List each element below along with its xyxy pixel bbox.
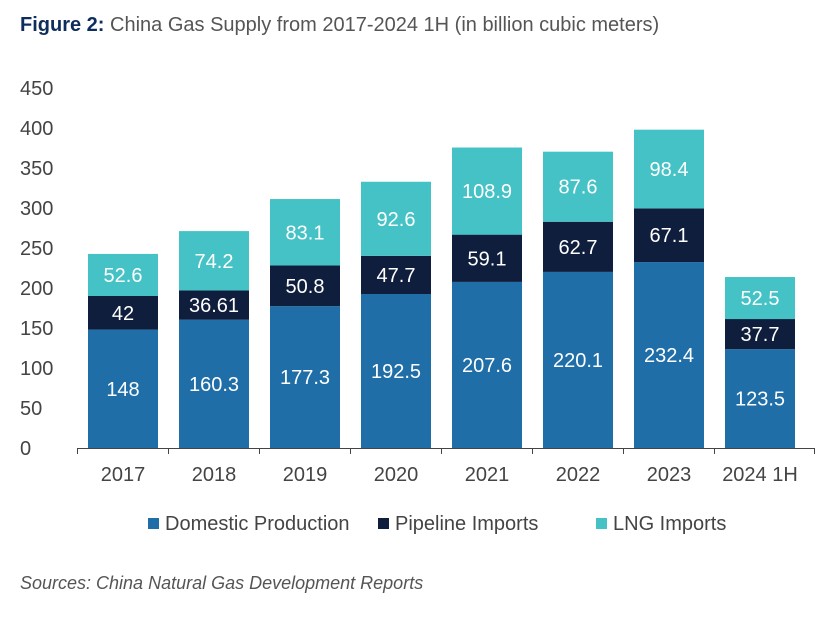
data-label-lng-imports: 83.1: [286, 222, 325, 244]
bar-domestic-production: [179, 319, 249, 448]
bar-pipeline-imports: [270, 265, 340, 307]
bar-lng-imports: [179, 231, 249, 291]
data-label-lng-imports: 92.6: [377, 209, 416, 231]
data-label-domestic-production: 220.1: [553, 350, 603, 372]
data-label-pipeline-imports: 36.61: [189, 295, 239, 317]
bar-pipeline-imports: [452, 234, 522, 282]
legend-label-pipeline-imports: Pipeline Imports: [395, 513, 538, 535]
bar-lng-imports: [452, 147, 522, 235]
x-tick-label: 2024 1H: [722, 464, 798, 486]
x-tick-label: 2019: [283, 464, 328, 486]
bar-domestic-production: [543, 271, 613, 448]
bar-domestic-production: [634, 262, 704, 448]
source-note: Sources: China Natural Gas Development R…: [20, 573, 424, 593]
data-label-domestic-production: 148: [106, 379, 139, 401]
y-tick-label: 250: [20, 238, 53, 260]
y-tick-label: 350: [20, 158, 53, 180]
data-label-lng-imports: 108.9: [462, 181, 512, 203]
x-tick-label: 2018: [192, 464, 237, 486]
legend-label-lng-imports: LNG Imports: [613, 513, 726, 535]
y-tick-label: 150: [20, 318, 53, 340]
bar-lng-imports: [543, 151, 613, 222]
data-label-pipeline-imports: 62.7: [559, 237, 598, 259]
bar-lng-imports: [634, 129, 704, 209]
data-label-lng-imports: 87.6: [559, 177, 598, 199]
data-label-pipeline-imports: 67.1: [650, 225, 689, 247]
bar-pipeline-imports: [634, 208, 704, 263]
x-tick-label: 2017: [101, 464, 146, 486]
x-tick-label: 2020: [374, 464, 419, 486]
bar-pipeline-imports: [725, 319, 795, 350]
bar-lng-imports: [725, 277, 795, 320]
figure-title-text: China Gas Supply from 2017-2024 1H (in b…: [110, 14, 660, 36]
bar-lng-imports: [88, 253, 158, 296]
legend-swatch-lng-imports: [596, 518, 607, 529]
bar-domestic-production: [270, 306, 340, 448]
y-tick-label: 100: [20, 358, 53, 380]
legend-swatch-pipeline-imports: [378, 518, 389, 529]
data-label-pipeline-imports: 42: [112, 303, 134, 325]
data-label-domestic-production: 232.4: [644, 345, 694, 367]
data-label-pipeline-imports: 37.7: [741, 324, 780, 346]
y-tick-label: 200: [20, 278, 53, 300]
y-tick-label: 300: [20, 198, 53, 220]
data-label-pipeline-imports: 47.7: [377, 265, 416, 287]
y-tick-label: 400: [20, 118, 53, 140]
figure-title: Figure 2: China Gas Supply from 2017-202…: [20, 14, 659, 37]
bar-domestic-production: [725, 349, 795, 448]
bar-domestic-production: [88, 329, 158, 448]
x-tick-label: 2021: [465, 464, 510, 486]
bar-domestic-production: [361, 294, 431, 448]
legend-label-domestic-production: Domestic Production: [165, 513, 350, 535]
data-label-domestic-production: 160.3: [189, 374, 239, 396]
bar-domestic-production: [452, 281, 522, 448]
bar-pipeline-imports: [88, 296, 158, 330]
bar-pipeline-imports: [179, 290, 249, 320]
bar-lng-imports: [270, 199, 340, 266]
figure-label: Figure 2:: [20, 14, 105, 36]
bar-lng-imports: [361, 181, 431, 256]
data-label-domestic-production: 123.5: [735, 389, 785, 411]
data-label-domestic-production: 177.3: [280, 367, 330, 389]
x-tick-label: 2022: [556, 464, 601, 486]
data-label-lng-imports: 52.6: [104, 265, 143, 287]
data-label-lng-imports: 74.2: [195, 251, 234, 273]
data-label-domestic-production: 207.6: [462, 355, 512, 377]
data-label-pipeline-imports: 50.8: [286, 276, 325, 298]
y-tick-label: 450: [20, 78, 53, 100]
data-label-lng-imports: 98.4: [650, 159, 689, 181]
bar-pipeline-imports: [543, 221, 613, 272]
bar-pipeline-imports: [361, 255, 431, 294]
data-label-domestic-production: 192.5: [371, 361, 421, 383]
legend-swatch-domestic-production: [148, 518, 159, 529]
data-label-lng-imports: 52.5: [741, 288, 780, 310]
y-tick-label: 50: [20, 398, 42, 420]
data-label-pipeline-imports: 59.1: [468, 248, 507, 270]
stacked-bar-chart: 0 50 100 150 200 250 300 350 400 450 148 42 52.6 2017…: [20, 78, 815, 535]
x-tick-label: 2023: [647, 464, 692, 486]
y-tick-label: 0: [20, 438, 31, 460]
